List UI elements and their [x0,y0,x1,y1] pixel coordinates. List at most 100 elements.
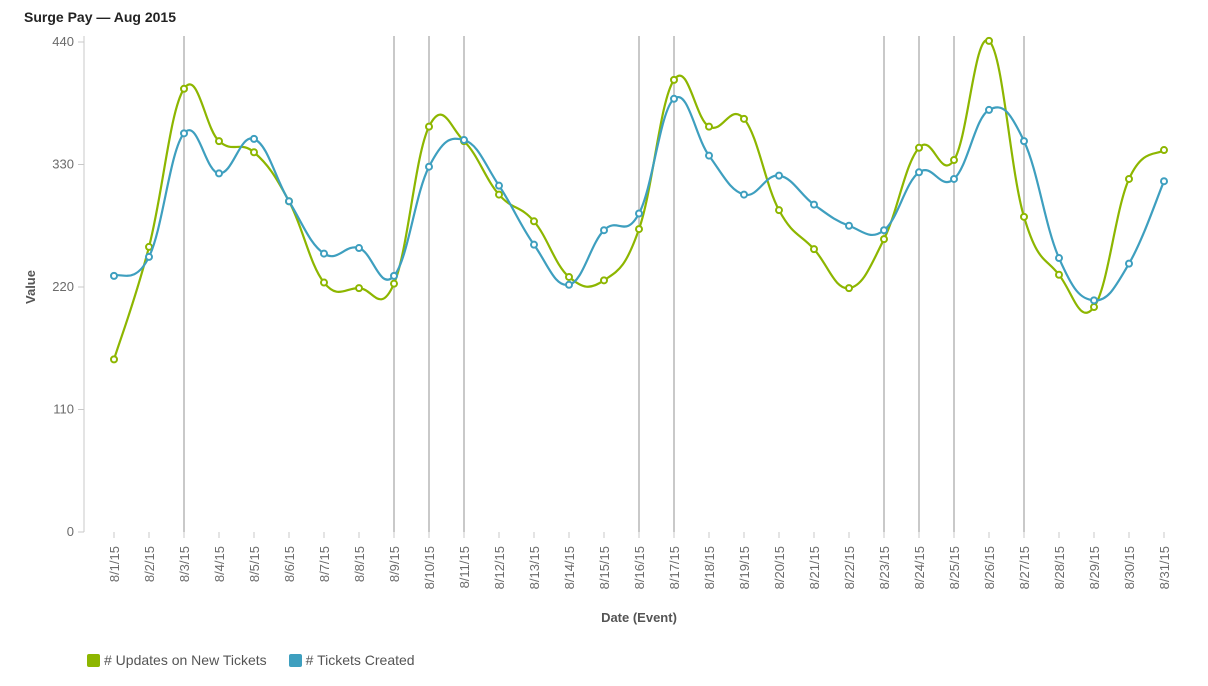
data-point-0[interactable] [1125,174,1133,183]
x-tick-label: 8/4/15 [212,546,227,582]
x-tick-label: 8/26/15 [982,546,997,589]
x-tick-label: 8/11/15 [457,546,472,588]
data-point-1[interactable] [670,94,678,103]
x-tick-label: 8/2/15 [142,546,157,582]
x-tick-label: 8/30/15 [1122,546,1137,589]
data-point-1[interactable] [355,244,363,253]
data-point-0[interactable] [110,355,118,364]
legend-label-updates: # Updates on New Tickets [104,652,267,668]
data-point-1[interactable] [110,271,118,280]
data-point-0[interactable] [740,114,748,123]
data-point-0[interactable] [880,235,888,244]
data-point-1[interactable] [145,252,153,261]
data-point-0[interactable] [810,245,818,254]
data-point-0[interactable] [250,148,258,157]
x-tick-label: 8/3/15 [177,546,192,582]
y-tick-label: 0 [67,524,74,539]
data-point-1[interactable] [985,105,993,114]
data-point-1[interactable] [950,174,958,183]
y-tick-label: 440 [52,34,74,49]
data-point-1[interactable] [845,221,853,230]
data-point-1[interactable] [250,134,258,143]
chart-title: Surge Pay — Aug 2015 [24,9,176,25]
data-point-1[interactable] [320,249,328,258]
data-point-0[interactable] [1090,303,1098,312]
x-tick-label: 8/1/15 [107,546,122,582]
data-point-0[interactable] [180,84,188,93]
x-tick-label: 8/14/15 [562,546,577,589]
data-point-0[interactable] [775,206,783,215]
data-point-0[interactable] [915,143,923,152]
data-point-0[interactable] [845,284,853,293]
data-point-1[interactable] [530,240,538,249]
data-point-1[interactable] [390,271,398,280]
data-point-1[interactable] [740,190,748,199]
data-point-1[interactable] [880,226,888,235]
x-axis-title: Date (Event) [601,610,677,625]
event-marker-layer [183,36,1025,532]
series-layer [110,36,1168,364]
legend-swatch-tickets [288,653,302,667]
data-point-0[interactable] [705,122,713,131]
data-point-0[interactable] [670,75,678,84]
data-point-0[interactable] [355,284,363,293]
data-point-1[interactable] [1125,259,1133,268]
data-point-0[interactable] [215,137,223,146]
data-point-0[interactable] [425,122,433,131]
x-tick-label: 8/7/15 [317,546,332,582]
data-point-1[interactable] [600,226,608,235]
data-point-1[interactable] [705,151,713,160]
data-point-1[interactable] [180,129,188,138]
x-tick-label: 8/16/15 [632,546,647,589]
legend-item-tickets[interactable]: # Tickets Created [288,652,415,668]
data-point-0[interactable] [1020,212,1028,221]
legend-swatch-updates [87,653,100,667]
x-tick-label: 8/23/15 [877,546,892,589]
x-tick-label: 8/12/15 [492,546,507,589]
data-point-0[interactable] [635,225,643,234]
data-point-1[interactable] [635,209,643,218]
x-tick-label: 8/31/15 [1157,546,1172,589]
data-point-1[interactable] [1055,254,1063,263]
data-point-1[interactable] [775,171,783,180]
x-tick-label: 8/21/15 [807,546,822,589]
data-point-0[interactable] [530,217,538,226]
x-tick-label: 8/13/15 [527,546,542,589]
data-point-0[interactable] [600,276,608,285]
x-tick-label: 8/18/15 [702,546,717,589]
data-point-1[interactable] [215,169,223,178]
y-axis-title: Value [23,270,38,304]
data-point-1[interactable] [810,200,818,209]
axis-layer: 0 110 220 330 440 8/1/15 8/2/15 8/3/15 8/4/15 8/5… [52,34,1172,589]
x-tick-label: 8/15/15 [597,546,612,589]
x-tick-label: 8/28/15 [1052,546,1067,589]
data-point-0[interactable] [495,190,503,199]
legend-item-updates[interactable]: # Updates on New Tickets [87,652,267,668]
data-point-1[interactable] [460,136,468,144]
data-point-1[interactable] [915,168,923,177]
x-tick-label: 8/8/15 [352,546,367,582]
x-tick-label: 8/20/15 [772,546,787,589]
legend-label-tickets: # Tickets Created [305,652,415,668]
data-point-0[interactable] [565,272,573,281]
data-point-1[interactable] [1020,137,1028,146]
data-point-0[interactable] [950,156,958,165]
data-point-0[interactable] [1160,146,1168,155]
x-tick-label: 8/24/15 [912,546,927,589]
y-tick-label: 330 [52,157,74,172]
data-point-0[interactable] [1055,270,1063,279]
x-tick-label: 8/17/15 [667,546,682,589]
data-point-0[interactable] [320,278,328,287]
data-point-1[interactable] [565,280,573,289]
x-tick-label: 8/29/15 [1087,546,1102,589]
data-point-1[interactable] [285,197,293,206]
data-point-1[interactable] [425,162,433,171]
data-point-1[interactable] [1160,177,1168,186]
data-point-1[interactable] [1090,296,1098,305]
x-tick-label: 8/22/15 [842,546,857,589]
data-point-0[interactable] [985,36,993,45]
data-point-0[interactable] [390,279,398,288]
data-point-1[interactable] [495,181,503,190]
y-tick-label: 220 [52,279,74,294]
